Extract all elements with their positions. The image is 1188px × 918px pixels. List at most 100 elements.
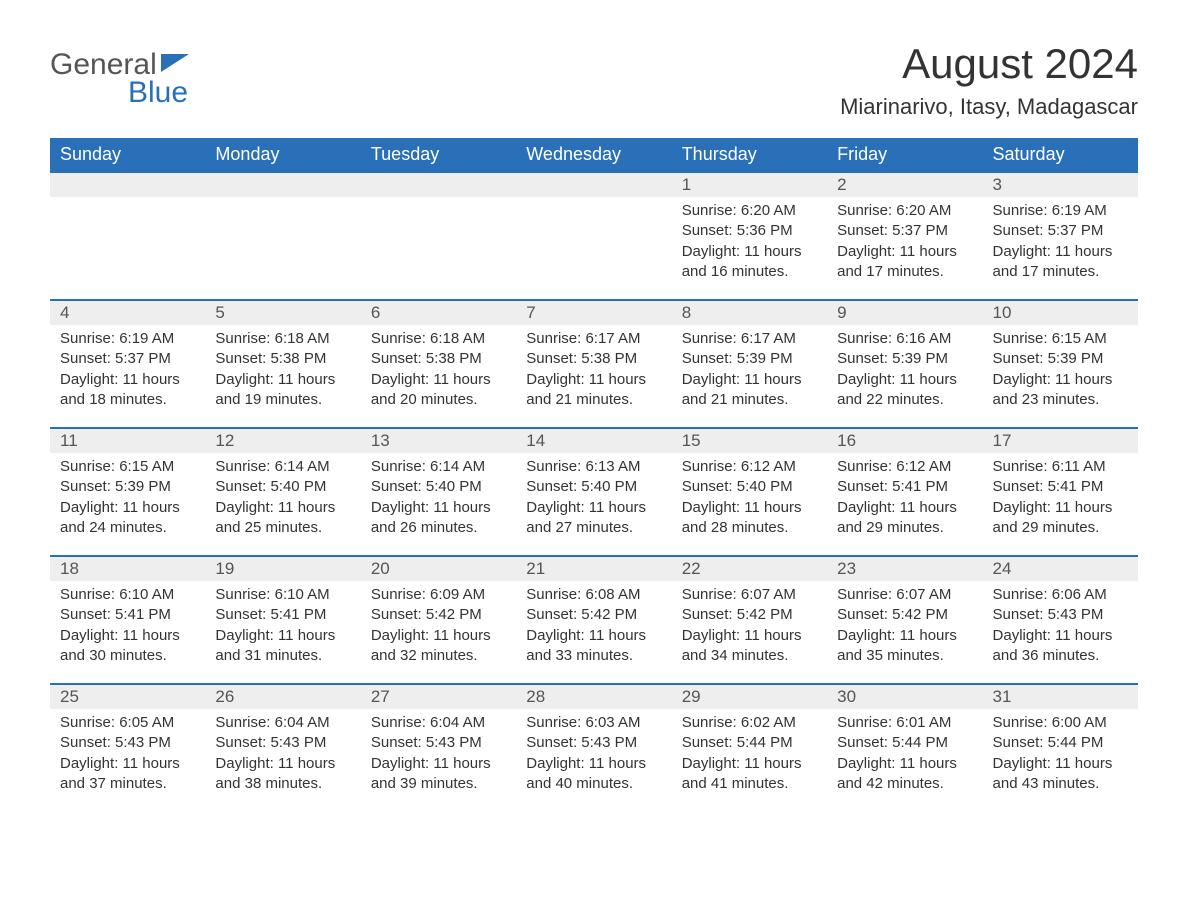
day-details: Sunrise: 6:18 AMSunset: 5:38 PMDaylight:… xyxy=(361,325,516,418)
day-number: 22 xyxy=(672,555,827,581)
daylight-text-line2: and 28 minutes. xyxy=(682,518,817,538)
day-cell: 15Sunrise: 6:12 AMSunset: 5:40 PMDayligh… xyxy=(672,427,827,555)
daylight-text-line2: and 33 minutes. xyxy=(526,646,661,666)
sunrise-text: Sunrise: 6:09 AM xyxy=(371,585,506,605)
daylight-text-line1: Daylight: 11 hours xyxy=(837,370,972,390)
sunset-text: Sunset: 5:42 PM xyxy=(371,605,506,625)
day-number: 3 xyxy=(983,171,1138,197)
sunrise-text: Sunrise: 6:00 AM xyxy=(993,713,1128,733)
day-cell: 5Sunrise: 6:18 AMSunset: 5:38 PMDaylight… xyxy=(205,299,360,427)
daylight-text-line1: Daylight: 11 hours xyxy=(682,626,817,646)
sunrise-text: Sunrise: 6:19 AM xyxy=(993,201,1128,221)
sunrise-text: Sunrise: 6:07 AM xyxy=(837,585,972,605)
day-cell: 22Sunrise: 6:07 AMSunset: 5:42 PMDayligh… xyxy=(672,555,827,683)
day-number: 17 xyxy=(983,427,1138,453)
day-cell: 8Sunrise: 6:17 AMSunset: 5:39 PMDaylight… xyxy=(672,299,827,427)
day-number: 31 xyxy=(983,683,1138,709)
day-cell: 11Sunrise: 6:15 AMSunset: 5:39 PMDayligh… xyxy=(50,427,205,555)
daylight-text-line1: Daylight: 11 hours xyxy=(993,626,1128,646)
day-cell: 12Sunrise: 6:14 AMSunset: 5:40 PMDayligh… xyxy=(205,427,360,555)
logo: General Blue xyxy=(50,40,189,110)
week-row: 11Sunrise: 6:15 AMSunset: 5:39 PMDayligh… xyxy=(50,427,1138,555)
sunrise-text: Sunrise: 6:18 AM xyxy=(371,329,506,349)
sunset-text: Sunset: 5:42 PM xyxy=(837,605,972,625)
day-number: 4 xyxy=(50,299,205,325)
sunset-text: Sunset: 5:39 PM xyxy=(682,349,817,369)
sunset-text: Sunset: 5:39 PM xyxy=(60,477,195,497)
daylight-text-line1: Daylight: 11 hours xyxy=(993,242,1128,262)
day-details: Sunrise: 6:20 AMSunset: 5:37 PMDaylight:… xyxy=(827,197,982,290)
sunrise-text: Sunrise: 6:13 AM xyxy=(526,457,661,477)
daylight-text-line1: Daylight: 11 hours xyxy=(371,754,506,774)
day-cell: 31Sunrise: 6:00 AMSunset: 5:44 PMDayligh… xyxy=(983,683,1138,811)
day-number: 16 xyxy=(827,427,982,453)
sunset-text: Sunset: 5:42 PM xyxy=(682,605,817,625)
daylight-text-line1: Daylight: 11 hours xyxy=(993,498,1128,518)
day-number: 10 xyxy=(983,299,1138,325)
sunset-text: Sunset: 5:38 PM xyxy=(371,349,506,369)
day-cell: 16Sunrise: 6:12 AMSunset: 5:41 PMDayligh… xyxy=(827,427,982,555)
day-cell: 7Sunrise: 6:17 AMSunset: 5:38 PMDaylight… xyxy=(516,299,671,427)
day-details: Sunrise: 6:11 AMSunset: 5:41 PMDaylight:… xyxy=(983,453,1138,546)
day-number: 7 xyxy=(516,299,671,325)
day-details: Sunrise: 6:10 AMSunset: 5:41 PMDaylight:… xyxy=(50,581,205,674)
sunset-text: Sunset: 5:43 PM xyxy=(60,733,195,753)
day-cell: 6Sunrise: 6:18 AMSunset: 5:38 PMDaylight… xyxy=(361,299,516,427)
daylight-text-line2: and 39 minutes. xyxy=(371,774,506,794)
daylight-text-line2: and 38 minutes. xyxy=(215,774,350,794)
daylight-text-line2: and 35 minutes. xyxy=(837,646,972,666)
day-details: Sunrise: 6:13 AMSunset: 5:40 PMDaylight:… xyxy=(516,453,671,546)
daylight-text-line1: Daylight: 11 hours xyxy=(60,754,195,774)
day-number: 25 xyxy=(50,683,205,709)
day-number: 8 xyxy=(672,299,827,325)
sunrise-text: Sunrise: 6:15 AM xyxy=(993,329,1128,349)
day-number xyxy=(50,171,205,197)
day-cell xyxy=(205,171,360,299)
daylight-text-line2: and 29 minutes. xyxy=(837,518,972,538)
day-number xyxy=(205,171,360,197)
daylight-text-line2: and 42 minutes. xyxy=(837,774,972,794)
day-details: Sunrise: 6:17 AMSunset: 5:39 PMDaylight:… xyxy=(672,325,827,418)
sunset-text: Sunset: 5:44 PM xyxy=(837,733,972,753)
day-cell: 2Sunrise: 6:20 AMSunset: 5:37 PMDaylight… xyxy=(827,171,982,299)
sunset-text: Sunset: 5:42 PM xyxy=(526,605,661,625)
daylight-text-line1: Daylight: 11 hours xyxy=(837,626,972,646)
sunset-text: Sunset: 5:40 PM xyxy=(526,477,661,497)
daylight-text-line2: and 18 minutes. xyxy=(60,390,195,410)
day-details: Sunrise: 6:03 AMSunset: 5:43 PMDaylight:… xyxy=(516,709,671,802)
sunset-text: Sunset: 5:41 PM xyxy=(215,605,350,625)
sunrise-text: Sunrise: 6:04 AM xyxy=(215,713,350,733)
day-number: 29 xyxy=(672,683,827,709)
daylight-text-line2: and 20 minutes. xyxy=(371,390,506,410)
day-number xyxy=(361,171,516,197)
day-details: Sunrise: 6:04 AMSunset: 5:43 PMDaylight:… xyxy=(205,709,360,802)
day-details: Sunrise: 6:00 AMSunset: 5:44 PMDaylight:… xyxy=(983,709,1138,802)
day-details: Sunrise: 6:18 AMSunset: 5:38 PMDaylight:… xyxy=(205,325,360,418)
sunset-text: Sunset: 5:37 PM xyxy=(993,221,1128,241)
sunrise-text: Sunrise: 6:06 AM xyxy=(993,585,1128,605)
sunset-text: Sunset: 5:39 PM xyxy=(837,349,972,369)
daylight-text-line1: Daylight: 11 hours xyxy=(682,498,817,518)
daylight-text-line1: Daylight: 11 hours xyxy=(526,754,661,774)
sunset-text: Sunset: 5:43 PM xyxy=(993,605,1128,625)
daylight-text-line1: Daylight: 11 hours xyxy=(682,242,817,262)
day-number: 2 xyxy=(827,171,982,197)
logo-text-2: Blue xyxy=(128,76,188,110)
daylight-text-line1: Daylight: 11 hours xyxy=(215,498,350,518)
day-details: Sunrise: 6:12 AMSunset: 5:41 PMDaylight:… xyxy=(827,453,982,546)
sunset-text: Sunset: 5:41 PM xyxy=(993,477,1128,497)
sunset-text: Sunset: 5:40 PM xyxy=(215,477,350,497)
day-cell: 27Sunrise: 6:04 AMSunset: 5:43 PMDayligh… xyxy=(361,683,516,811)
sunrise-text: Sunrise: 6:14 AM xyxy=(371,457,506,477)
sunset-text: Sunset: 5:38 PM xyxy=(526,349,661,369)
day-cell: 4Sunrise: 6:19 AMSunset: 5:37 PMDaylight… xyxy=(50,299,205,427)
daylight-text-line2: and 29 minutes. xyxy=(993,518,1128,538)
daylight-text-line2: and 22 minutes. xyxy=(837,390,972,410)
day-cell: 13Sunrise: 6:14 AMSunset: 5:40 PMDayligh… xyxy=(361,427,516,555)
sunrise-text: Sunrise: 6:05 AM xyxy=(60,713,195,733)
daylight-text-line1: Daylight: 11 hours xyxy=(371,370,506,390)
sunrise-text: Sunrise: 6:19 AM xyxy=(60,329,195,349)
day-cell: 26Sunrise: 6:04 AMSunset: 5:43 PMDayligh… xyxy=(205,683,360,811)
daylight-text-line1: Daylight: 11 hours xyxy=(682,754,817,774)
day-header-tuesday: Tuesday xyxy=(361,138,516,171)
